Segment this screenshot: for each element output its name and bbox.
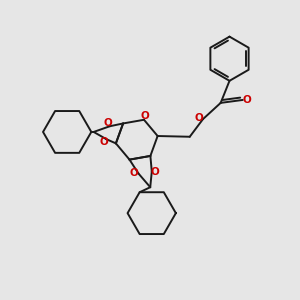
Text: O: O — [100, 137, 108, 147]
Text: O: O — [103, 118, 112, 128]
Text: O: O — [140, 111, 149, 121]
Text: O: O — [150, 167, 159, 177]
Text: O: O — [130, 168, 139, 178]
Text: O: O — [243, 95, 251, 105]
Text: O: O — [195, 112, 203, 123]
